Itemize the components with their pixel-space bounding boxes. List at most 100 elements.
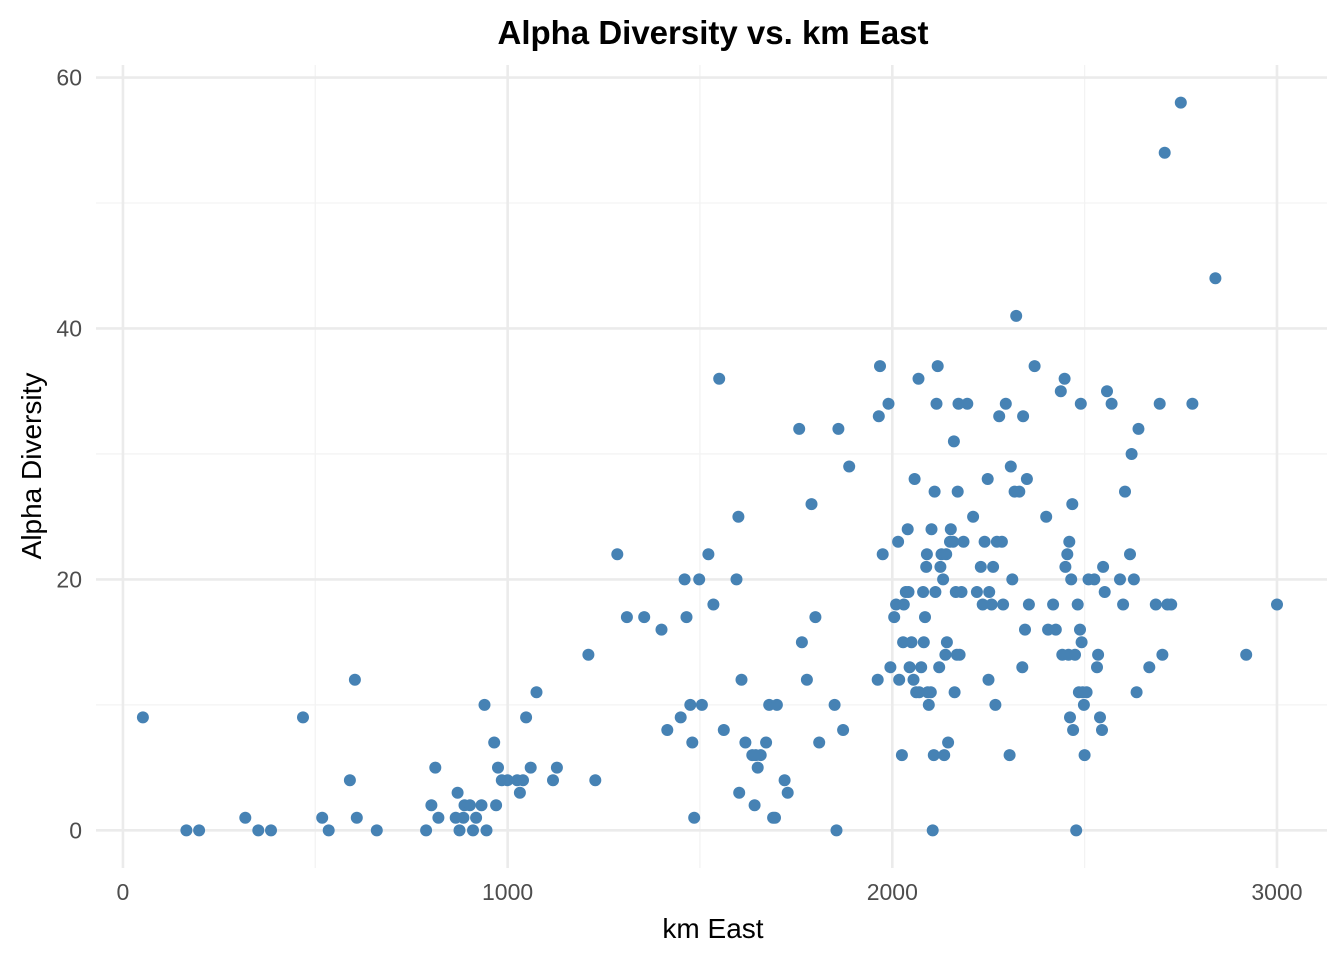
data-point [453,824,466,837]
data-point [620,611,633,624]
data-point [1124,548,1136,561]
data-point [478,698,491,711]
data-point [343,774,356,787]
data-point [832,422,845,435]
data-point [1020,473,1033,485]
data-point [893,673,906,686]
data-points [136,96,1283,837]
x-tick-label: 1000 [482,879,533,905]
data-point [1143,661,1156,674]
data-point [480,824,493,837]
data-point [582,648,595,661]
data-point [1013,485,1026,498]
data-point [795,636,808,649]
data-point [1004,460,1017,473]
data-point [475,799,488,812]
data-point [907,673,920,686]
data-point [987,560,1000,573]
data-point [781,786,794,799]
x-tick-label: 0 [117,879,130,905]
data-point [874,360,886,373]
data-point [1016,661,1029,674]
data-point [895,749,908,762]
data-point [940,636,953,649]
data-point [297,711,309,724]
data-point [1165,598,1178,611]
data-point [1006,573,1019,586]
data-point [924,686,937,699]
data-point [922,698,935,711]
data-point [638,611,651,624]
data-point [1047,598,1060,611]
data-point [136,711,149,724]
data-point [871,673,884,686]
data-point [931,360,944,373]
data-point [674,711,687,724]
y-tick-label: 0 [69,817,82,843]
data-point [872,410,885,423]
data-point [1049,623,1062,636]
data-point [897,598,910,611]
data-point [1092,648,1105,661]
data-point [1125,448,1138,460]
data-point [1080,686,1093,699]
data-point [1096,724,1108,736]
y-tick-label: 40 [56,315,82,341]
data-point [920,560,933,573]
data-point [1158,146,1171,159]
data-point [754,749,767,762]
data-point [451,786,464,799]
data-point [1078,749,1091,762]
data-point [707,598,720,611]
data-point [830,824,843,837]
data-point [1075,636,1088,649]
data-point [520,711,533,724]
data-point [937,573,950,586]
data-point [813,736,826,749]
data-point [1017,410,1030,423]
data-point [805,498,818,511]
data-point [517,774,529,787]
data-point [917,586,930,598]
data-point [940,548,953,561]
data-point [915,661,928,674]
data-point [193,824,206,837]
data-point [322,824,335,837]
data-point [967,510,980,523]
data-point [760,736,773,749]
data-point [589,774,602,787]
data-point [316,811,329,824]
data-point [944,523,957,536]
data-point [837,724,850,736]
y-axis-label: Alpha Diversity [16,373,47,560]
data-point [913,686,926,699]
data-point [1174,96,1187,109]
data-point [1058,372,1071,385]
data-point [983,586,996,598]
data-point [1088,573,1101,586]
data-point [957,535,970,548]
data-point [1097,560,1110,573]
data-point [1105,397,1118,410]
data-point [530,686,543,699]
data-point [425,799,438,812]
data-point [1209,272,1222,285]
data-point [997,598,1010,611]
data-point [930,397,943,410]
data-point [929,586,942,598]
data-point [1063,535,1076,548]
data-point [925,523,938,536]
data-point [981,473,994,485]
data-point [970,586,983,598]
data-point [955,586,968,598]
data-point [912,372,925,385]
y-tick-label: 20 [56,566,82,592]
data-point [999,397,1012,410]
data-point [513,786,526,799]
data-point [370,824,383,837]
data-point [1114,573,1126,586]
data-point [492,761,504,774]
data-point [1132,422,1145,435]
data-point [1127,573,1140,586]
